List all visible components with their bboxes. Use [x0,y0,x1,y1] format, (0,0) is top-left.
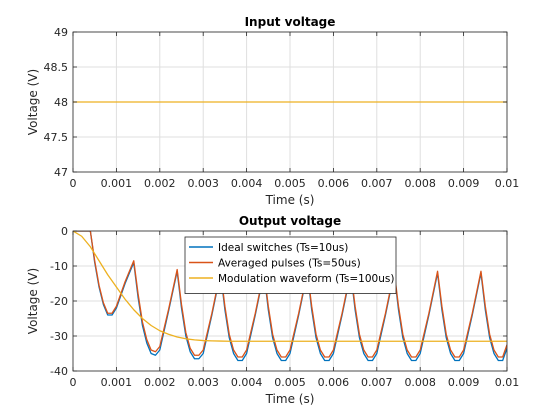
y-tick-label: -20 [50,295,68,308]
series-line-3 [73,231,507,342]
y-tick-label: 47 [54,166,68,179]
legend-label-2: Averaged pulses (Ts=50us) [218,258,361,270]
chart-1: 0 0.001 0.002 0.003 0.004 0.005 0.006 0.007 0.00… [26,15,519,207]
x-tick-label: 0.009 [448,177,480,190]
chart-title: Input voltage [245,15,336,29]
y-tick-label: -40 [50,365,68,378]
series-line-2 [73,231,507,358]
x-tick-label: 0.005 [274,177,306,190]
x-axis-label: Time (s) [265,193,315,207]
y-axis-label: Voltage (V) [26,268,40,334]
x-tick-label: 0.007 [361,376,393,389]
chart-2: 0 0.001 0.002 0.003 0.004 0.005 0.006 0.007 0.00… [26,214,519,406]
x-tick-label: 0.006 [318,177,350,190]
x-tick-label: 0.01 [495,177,520,190]
y-tick-label: -10 [50,260,68,273]
x-axis-label: Time (s) [265,392,315,406]
x-tick-label: 0.006 [318,376,350,389]
x-tick-label: 0.001 [101,376,133,389]
charts-layer: 0 0.001 0.002 0.003 0.004 0.005 0.006 0.007 0.00… [26,15,519,406]
series-group [73,231,507,362]
y-tick-label: 48 [54,96,68,109]
x-tick-label: 0.003 [187,177,219,190]
y-tick-label: 47.5 [44,131,69,144]
x-tick-label: 0 [70,376,77,389]
x-tick-label: 0.008 [404,376,436,389]
y-axis-label: Voltage (V) [26,69,40,135]
x-tick-label: 0.007 [361,177,393,190]
y-tick-label: 49 [54,26,68,39]
x-tick-label: 0.002 [144,177,176,190]
legend-label-1: Ideal switches (Ts=10us) [218,242,348,254]
x-tick-label: 0.001 [101,177,133,190]
y-tick-label: 48.5 [44,61,69,74]
x-tick-label: 0 [70,177,77,190]
x-tick-label: 0.009 [448,376,480,389]
legend-box [184,236,397,294]
x-tick-label: 0.003 [187,376,219,389]
legend: Ideal switches (Ts=10us) Averaged pulses … [184,236,397,294]
x-tick-label: 0.002 [144,376,176,389]
chart-title: Output voltage [239,214,341,228]
x-tick-label: 0.004 [231,177,263,190]
legend-label-3: Modulation waveform (Ts=100us) [218,273,394,285]
x-tick-label: 0.005 [274,376,306,389]
x-tick-label: 0.004 [231,376,263,389]
y-tick-label: -30 [50,330,68,343]
x-tick-label: 0.008 [404,177,436,190]
x-tick-label: 0.01 [495,376,520,389]
y-tick-label: 0 [61,225,68,238]
